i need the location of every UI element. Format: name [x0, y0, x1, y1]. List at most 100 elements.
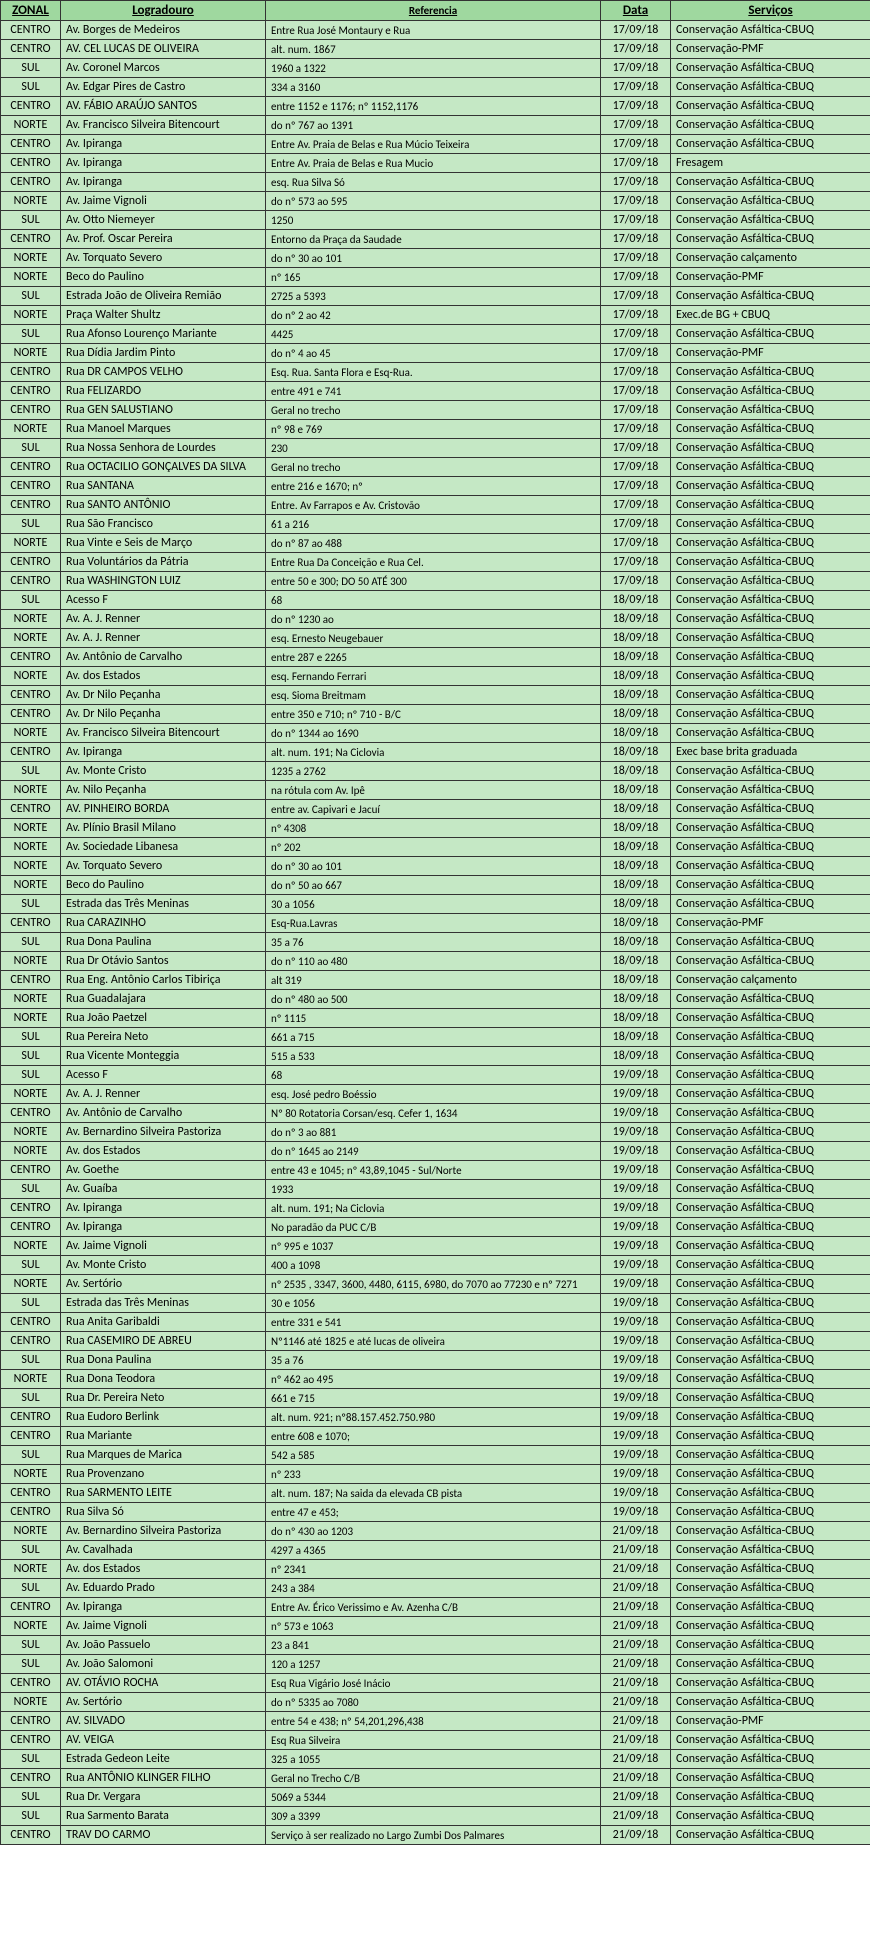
cell: Av. Bernardino Silveira Pastoriza: [61, 1123, 266, 1142]
cell: Conservação Asfáltica-CBUQ: [671, 990, 870, 1009]
cell: NORTE: [1, 724, 61, 743]
cell: Av. Torquato Severo: [61, 857, 266, 876]
cell: 19/09/18: [601, 1237, 671, 1256]
table-row: CENTROAv. IpirangaEntre Av. Érico Veriss…: [1, 1598, 870, 1617]
cell: Av. A. J. Renner: [61, 1085, 266, 1104]
cell: Rua Nossa Senhora de Lourdes: [61, 439, 266, 458]
cell: 21/09/18: [601, 1541, 671, 1560]
table-row: CENTROAv. Dr Nilo Peçanhaesq. Sioma Brei…: [1, 686, 870, 705]
cell: entre 491 e 741: [266, 382, 601, 401]
cell: 17/09/18: [601, 173, 671, 192]
cell: 17/09/18: [601, 59, 671, 78]
cell: CENTRO: [1, 1712, 61, 1731]
cell: entre av. Capivari e Jacuí: [266, 800, 601, 819]
cell: Entre. Av Farrapos e Av. Cristovão: [266, 496, 601, 515]
cell: NORTE: [1, 610, 61, 629]
cell: TRAV DO CARMO: [61, 1826, 266, 1845]
cell: SUL: [1, 211, 61, 230]
cell: Conservação Asfáltica-CBUQ: [671, 59, 870, 78]
cell: CENTRO: [1, 648, 61, 667]
table-row: SULRua Dr. Vergara5069 a 534421/09/18Con…: [1, 1788, 870, 1807]
cell: Conservação Asfáltica-CBUQ: [671, 648, 870, 667]
cell: NORTE: [1, 838, 61, 857]
cell: alt. num. 191; Na Ciclovia: [266, 1199, 601, 1218]
cell: Geral no Trecho C/B: [266, 1769, 601, 1788]
table-row: NORTEAv. dos Estadosdo nº 1645 ao 214919…: [1, 1142, 870, 1161]
cell: 18/09/18: [601, 990, 671, 1009]
table-row: SULEstrada João de Oliveira Remião2725 a…: [1, 287, 870, 306]
cell: Av. Francisco Silveira Bitencourt: [61, 116, 266, 135]
cell: Av. Sociedade Libanesa: [61, 838, 266, 857]
cell: na rótula com Av. Ipê: [266, 781, 601, 800]
table-row: SULRua Pereira Neto661 a 71518/09/18Cons…: [1, 1028, 870, 1047]
cell: 18/09/18: [601, 1009, 671, 1028]
cell: Conservação Asfáltica-CBUQ: [671, 363, 870, 382]
cell: Conservação Asfáltica-CBUQ: [671, 1598, 870, 1617]
cell: CENTRO: [1, 97, 61, 116]
cell: Rua ANTÔNIO KLINGER FILHO: [61, 1769, 266, 1788]
cell: Praça Walter Shultz: [61, 306, 266, 325]
cell: NORTE: [1, 819, 61, 838]
cell: nº 233: [266, 1465, 601, 1484]
cell: Conservação Asfáltica-CBUQ: [671, 1465, 870, 1484]
cell: Entre Av. Praia de Belas e Rua Múcio Tei…: [266, 135, 601, 154]
table-row: SULAv. João Salomoni120 a 125721/09/18Co…: [1, 1655, 870, 1674]
cell: nº 165: [266, 268, 601, 287]
table-row: NORTEBeco do Paulinodo nº 50 ao 66718/09…: [1, 876, 870, 895]
cell: SUL: [1, 1579, 61, 1598]
cell: Conservação Asfáltica-CBUQ: [671, 553, 870, 572]
table-row: CENTROAv. IpirangaEntre Av. Praia de Bel…: [1, 154, 870, 173]
cell: Conservação Asfáltica-CBUQ: [671, 705, 870, 724]
cell: CENTRO: [1, 477, 61, 496]
cell: Rua Marques de Marica: [61, 1446, 266, 1465]
table-row: NORTERua Vinte e Seis de Marçodo nº 87 a…: [1, 534, 870, 553]
cell: Rua Provenzano: [61, 1465, 266, 1484]
cell: nº 2341: [266, 1560, 601, 1579]
cell: 17/09/18: [601, 382, 671, 401]
cell: Acesso F: [61, 591, 266, 610]
cell: NORTE: [1, 1560, 61, 1579]
cell: 18/09/18: [601, 686, 671, 705]
cell: Av. Ipiranga: [61, 743, 266, 762]
cell: Conservação Asfáltica-CBUQ: [671, 1788, 870, 1807]
cell: Rua Manoel Marques: [61, 420, 266, 439]
cell: Conservação Asfáltica-CBUQ: [671, 781, 870, 800]
cell: Av. dos Estados: [61, 667, 266, 686]
cell: Av. Eduardo Prado: [61, 1579, 266, 1598]
cell: 18/09/18: [601, 629, 671, 648]
cell: 661 a 715: [266, 1028, 601, 1047]
cell: SUL: [1, 1750, 61, 1769]
table-row: CENTROAv. Ipirangaesq. Rua Silva Só17/09…: [1, 173, 870, 192]
cell: NORTE: [1, 1370, 61, 1389]
cell: 309 a 3399: [266, 1807, 601, 1826]
cell: 18/09/18: [601, 591, 671, 610]
cell: CENTRO: [1, 1826, 61, 1845]
cell: 17/09/18: [601, 135, 671, 154]
cell: nº 4308: [266, 819, 601, 838]
table-row: CENTRORua Marianteentre 608 e 1070;19/09…: [1, 1427, 870, 1446]
cell: 18/09/18: [601, 781, 671, 800]
cell: CENTRO: [1, 1408, 61, 1427]
table-row: NORTEAv. Torquato Severodo nº 30 ao 1011…: [1, 249, 870, 268]
cell: Av. Ipiranga: [61, 173, 266, 192]
cell: 17/09/18: [601, 21, 671, 40]
table-row: CENTRORua Anita Garibaldientre 331 e 541…: [1, 1313, 870, 1332]
cell: Conservação Asfáltica-CBUQ: [671, 1617, 870, 1636]
cell: Av. Borges de Medeiros: [61, 21, 266, 40]
cell: 400 a 1098: [266, 1256, 601, 1275]
cell: Av. Jaime Vignoli: [61, 1237, 266, 1256]
cell: Av. Bernardino Silveira Pastoriza: [61, 1522, 266, 1541]
cell: Conservação Asfáltica-CBUQ: [671, 667, 870, 686]
cell: NORTE: [1, 667, 61, 686]
cell: Esq Rua Silveira: [266, 1731, 601, 1750]
table-row: CENTRORua WASHINGTON LUIZentre 50 e 300;…: [1, 572, 870, 591]
cell: 21/09/18: [601, 1598, 671, 1617]
cell: Conservação Asfáltica-CBUQ: [671, 1009, 870, 1028]
cell: Conservação Asfáltica-CBUQ: [671, 1142, 870, 1161]
cell: CENTRO: [1, 1161, 61, 1180]
cell: esq. José pedro Boéssio: [266, 1085, 601, 1104]
cell: NORTE: [1, 1522, 61, 1541]
cell: Conservação Asfáltica-CBUQ: [671, 1047, 870, 1066]
cell: Estrada das Três Meninas: [61, 895, 266, 914]
cell: Conservação Asfáltica-CBUQ: [671, 1256, 870, 1275]
